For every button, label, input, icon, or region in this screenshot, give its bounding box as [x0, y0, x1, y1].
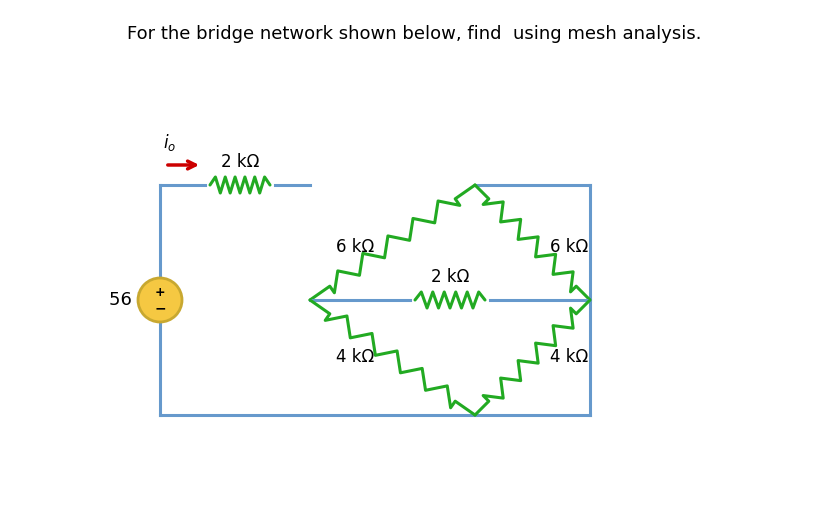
- Text: 56 V: 56 V: [109, 291, 150, 309]
- Text: −: −: [154, 301, 165, 315]
- Text: For the bridge network shown below, find  using mesh analysis.: For the bridge network shown below, find…: [127, 25, 700, 43]
- Text: 4 kΩ: 4 kΩ: [336, 349, 374, 366]
- Text: 4 kΩ: 4 kΩ: [550, 349, 588, 366]
- Text: 6 kΩ: 6 kΩ: [550, 239, 588, 256]
- Circle shape: [138, 278, 182, 322]
- Text: +: +: [155, 287, 165, 300]
- Text: 2 kΩ: 2 kΩ: [221, 153, 259, 171]
- Text: 6 kΩ: 6 kΩ: [336, 239, 374, 256]
- Text: $i_o$: $i_o$: [163, 132, 176, 153]
- Text: 2 kΩ: 2 kΩ: [430, 268, 469, 286]
